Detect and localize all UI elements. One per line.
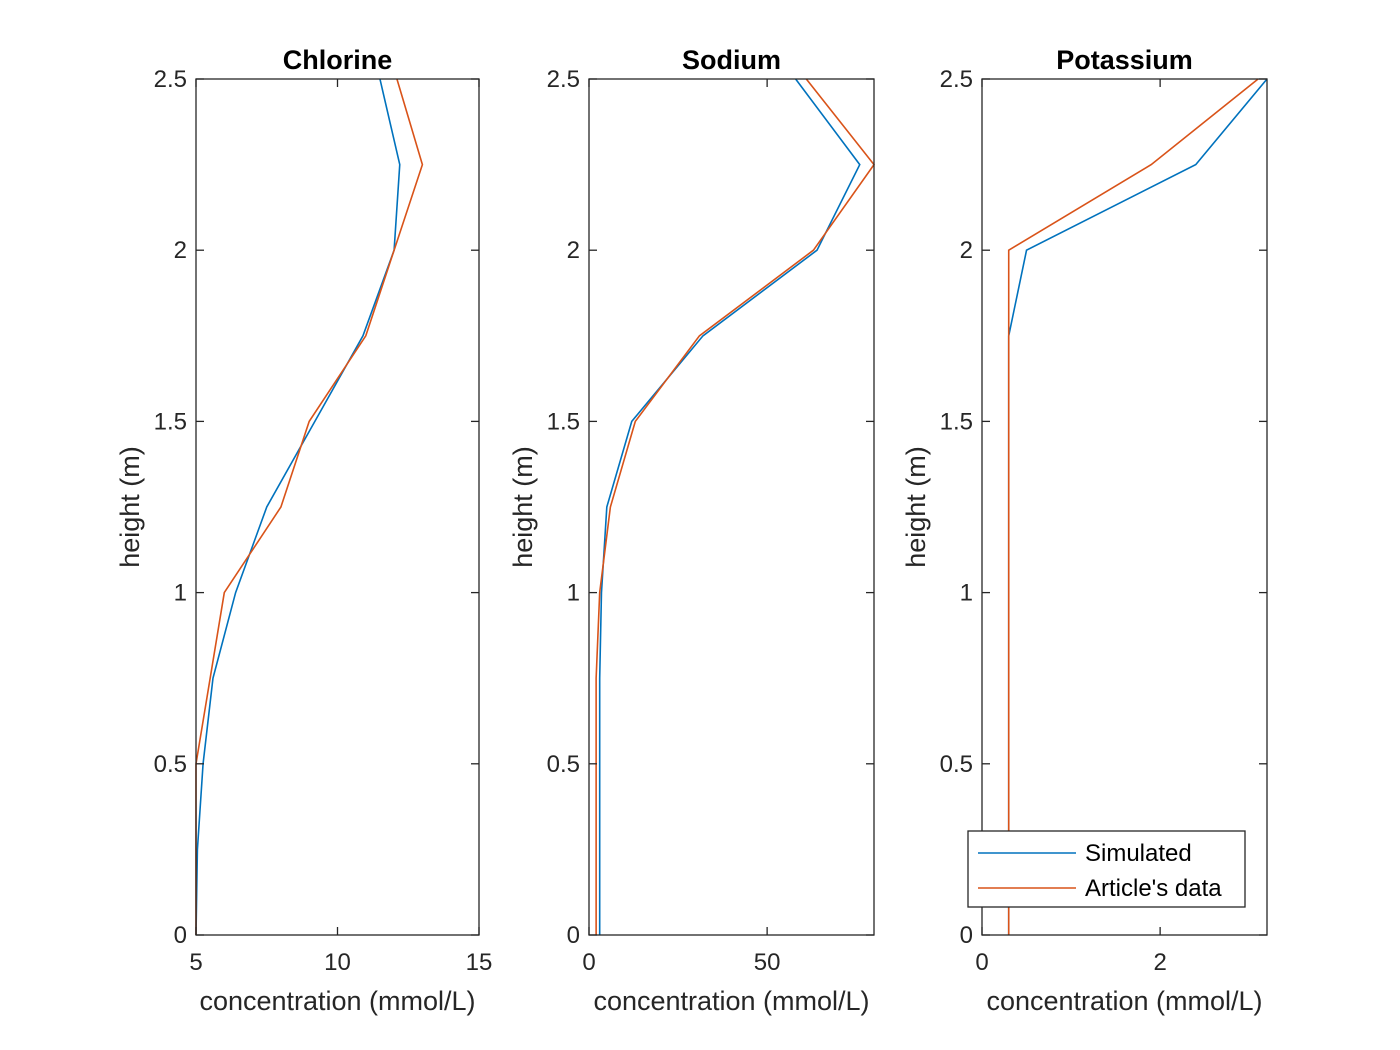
- y-tick-label: 2: [960, 237, 973, 264]
- axes-box: [195, 78, 480, 936]
- y-tick-label: 1.5: [154, 408, 187, 435]
- y-axis-label: height (m): [901, 446, 931, 568]
- x-tick-label: 10: [324, 949, 351, 976]
- x-axis-label: concentration (mmol/L): [986, 986, 1262, 1016]
- y-tick-label: 1: [567, 580, 580, 607]
- x-axis-label: concentration (mmol/L): [593, 986, 869, 1016]
- x-tick-label: 5: [189, 949, 202, 976]
- series-line-simulated: [598, 78, 861, 935]
- y-tick-label: 0.5: [154, 751, 187, 778]
- y-tick-label: 1.5: [940, 408, 973, 435]
- y-tick-label: 2.5: [154, 66, 187, 93]
- panel-title: Potassium: [1056, 45, 1193, 75]
- legend-box: [967, 830, 1246, 908]
- series-line-simulated: [195, 78, 401, 936]
- panel-potassium: 0 0.5 1 1.5 2 2.5 0 2 Potassium concentration (mm…: [901, 45, 1268, 1016]
- panel-title: Chlorine: [283, 45, 393, 75]
- y-tick-label: 2.5: [940, 66, 973, 93]
- y-tick-label: 2: [567, 237, 580, 264]
- x-tick-label: 0: [975, 949, 988, 976]
- y-tick-label: 1: [960, 580, 973, 607]
- y-tick-label: 2: [174, 237, 187, 264]
- y-tick-label: 0: [960, 922, 973, 949]
- legend: Simulated Article's data: [967, 830, 1246, 908]
- panel-chlorine: 0 0.5 1 1.5 2 2.5 5 10 15 Chlorine concentration (…: [115, 45, 492, 1016]
- x-tick-label: 2: [1153, 949, 1166, 976]
- legend-entry-label: Article's data: [1085, 875, 1222, 902]
- y-tick-label: 1.5: [547, 408, 580, 435]
- axes-box: [981, 78, 1268, 936]
- series-line-article-data: [195, 78, 424, 935]
- legend-entry-label: Simulated: [1085, 840, 1192, 867]
- x-axis-label: concentration (mmol/L): [199, 986, 475, 1016]
- y-tick-label: 0.5: [940, 751, 973, 778]
- y-tick-label: 0.5: [547, 751, 580, 778]
- y-tick-label: 1: [174, 580, 187, 607]
- y-tick-label: 0: [567, 922, 580, 949]
- y-tick-label: 0: [174, 922, 187, 949]
- series-line-article-data: [1007, 78, 1259, 935]
- x-tick-label: 50: [754, 949, 781, 976]
- series-line-article-data: [595, 78, 875, 935]
- panel-title: Sodium: [682, 45, 781, 75]
- panel-sodium: 0 0.5 1 1.5 2 2.5 0 50 Sodium concentration (mmol…: [508, 45, 875, 1016]
- y-axis-label: height (m): [115, 446, 145, 568]
- series-line-simulated: [1007, 78, 1268, 935]
- y-tick-label: 2.5: [547, 66, 580, 93]
- axes-box: [588, 78, 875, 936]
- y-axis-label: height (m): [508, 446, 538, 568]
- x-tick-label: 15: [466, 949, 493, 976]
- x-tick-label: 0: [582, 949, 595, 976]
